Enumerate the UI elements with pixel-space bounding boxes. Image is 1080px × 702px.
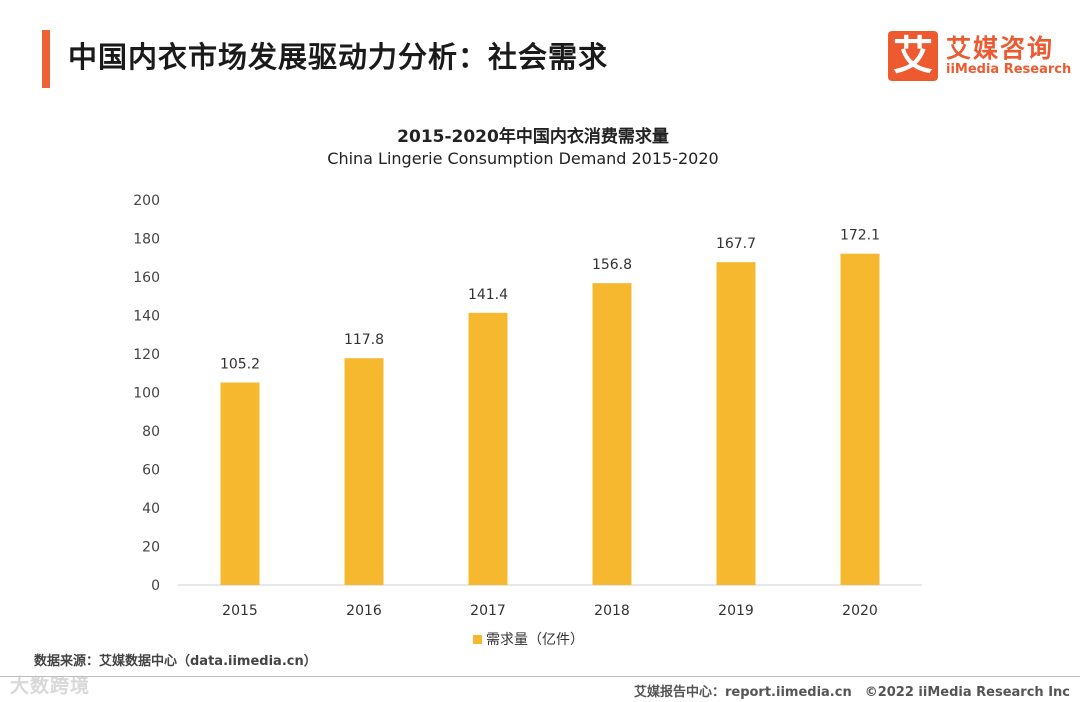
logo-text-en: iiMedia Research <box>946 62 1072 77</box>
logo-text-cn: 艾媒咨询 <box>946 34 1055 63</box>
data-label-2019: 167.7 <box>716 236 756 252</box>
data-label-2020: 172.1 <box>840 228 880 244</box>
bars-group: 105.2 117.8 141.4 156.8 167.7 172.1 <box>220 228 880 585</box>
chart-title: 2015-2020年中国内衣消费需求量 <box>397 126 669 147</box>
watermark: 大数跨境 <box>10 675 91 697</box>
brand-logo: 艾 艾媒咨询 iiMedia Research <box>888 31 1072 83</box>
title-accent-bar <box>42 30 50 88</box>
y-tick-label: 20 <box>142 540 160 556</box>
legend: 需求量（亿件） <box>473 632 584 648</box>
x-tick-label-2015: 2015 <box>222 603 258 619</box>
bar-2019 <box>716 262 756 585</box>
data-label-2017: 141.4 <box>468 287 508 303</box>
bar-2016 <box>344 358 384 585</box>
y-tick-label: 100 <box>133 386 160 402</box>
y-tick-label: 0 <box>151 578 160 594</box>
y-tick-label: 160 <box>133 270 160 286</box>
x-axis: 2015 2016 2017 2018 2019 2020 <box>222 603 878 619</box>
legend-swatch <box>473 635 482 644</box>
x-tick-label-2016: 2016 <box>346 603 382 619</box>
bar-2015 <box>220 382 260 585</box>
footer-divider <box>0 676 1080 677</box>
x-tick-label-2020: 2020 <box>842 603 878 619</box>
data-label-2016: 117.8 <box>344 332 384 348</box>
y-tick-label: 40 <box>142 501 160 517</box>
page-title: 中国内衣市场发展驱动力分析：社会需求 <box>68 40 609 74</box>
y-tick-label: 200 <box>133 193 160 209</box>
x-tick-label-2019: 2019 <box>718 603 754 619</box>
x-tick-label-2018: 2018 <box>594 603 630 619</box>
bar-2017 <box>468 312 508 585</box>
y-tick-label: 120 <box>133 347 160 363</box>
bar-2018 <box>592 283 632 585</box>
y-axis: 0 20 40 60 80 100 120 140 160 180 200 <box>133 193 160 594</box>
legend-label: 需求量（亿件） <box>486 632 584 648</box>
y-tick-label: 60 <box>142 463 160 479</box>
data-label-2018: 156.8 <box>592 257 632 273</box>
logo-mark-icon: 艾 <box>888 31 938 81</box>
bar-2020 <box>840 253 880 585</box>
y-tick-label: 180 <box>133 232 160 248</box>
footer-credit: 艾媒报告中心：report.iimedia.cn ©2022 iiMedia R… <box>633 685 1070 700</box>
x-tick-label-2017: 2017 <box>470 603 506 619</box>
y-tick-label: 80 <box>142 424 160 440</box>
data-source: 数据来源：艾媒数据中心（data.iimedia.cn） <box>34 654 317 669</box>
y-tick-label: 140 <box>133 309 160 325</box>
chart-subtitle: China Lingerie Consumption Demand 2015-2… <box>327 149 718 168</box>
data-label-2015: 105.2 <box>220 356 260 372</box>
